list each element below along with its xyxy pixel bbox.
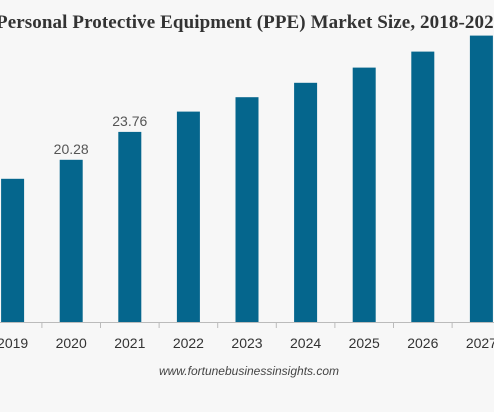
bar-2020 [59, 159, 83, 322]
bar-2022 [176, 111, 200, 322]
data-labels: 20.28 23.76 [54, 113, 148, 157]
x-tick-label-2019: 2019 [0, 335, 28, 351]
x-axis-ticks [41, 322, 453, 328]
bar-series [1, 35, 493, 322]
x-tick-label-2022: 2022 [173, 335, 204, 351]
bar-2026 [411, 51, 435, 322]
chart-title: Personal Protective Equipment (PPE) Mark… [0, 12, 494, 38]
x-tick-label-2020: 2020 [56, 335, 87, 351]
bar-2023 [235, 97, 259, 322]
chart-title-text: Personal Protective Equipment (PPE) Mark… [0, 12, 494, 33]
bar-2019 [1, 178, 25, 322]
x-tick-label-2021: 2021 [114, 335, 145, 351]
x-tick-label-2024: 2024 [290, 335, 321, 351]
source-footer: www.fortunebusinessinsights.com [0, 364, 494, 378]
x-axis-tick-labels: 2018201920202021202220232024202520262027 [0, 335, 494, 351]
source-text: www.fortunebusinessinsights.com [158, 364, 340, 378]
x-tick-label-2023: 2023 [231, 335, 262, 351]
data-label-2020: 20.28 [54, 141, 89, 157]
x-tick-label-2027: 2027 [466, 335, 494, 351]
data-label-2021: 23.76 [112, 113, 147, 129]
x-tick-label-2026: 2026 [407, 335, 438, 351]
bar-2025 [352, 67, 376, 322]
bar-2021 [118, 131, 142, 322]
bar-2024 [294, 82, 318, 322]
x-tick-label-2025: 2025 [349, 335, 380, 351]
bar-2027 [469, 35, 493, 322]
